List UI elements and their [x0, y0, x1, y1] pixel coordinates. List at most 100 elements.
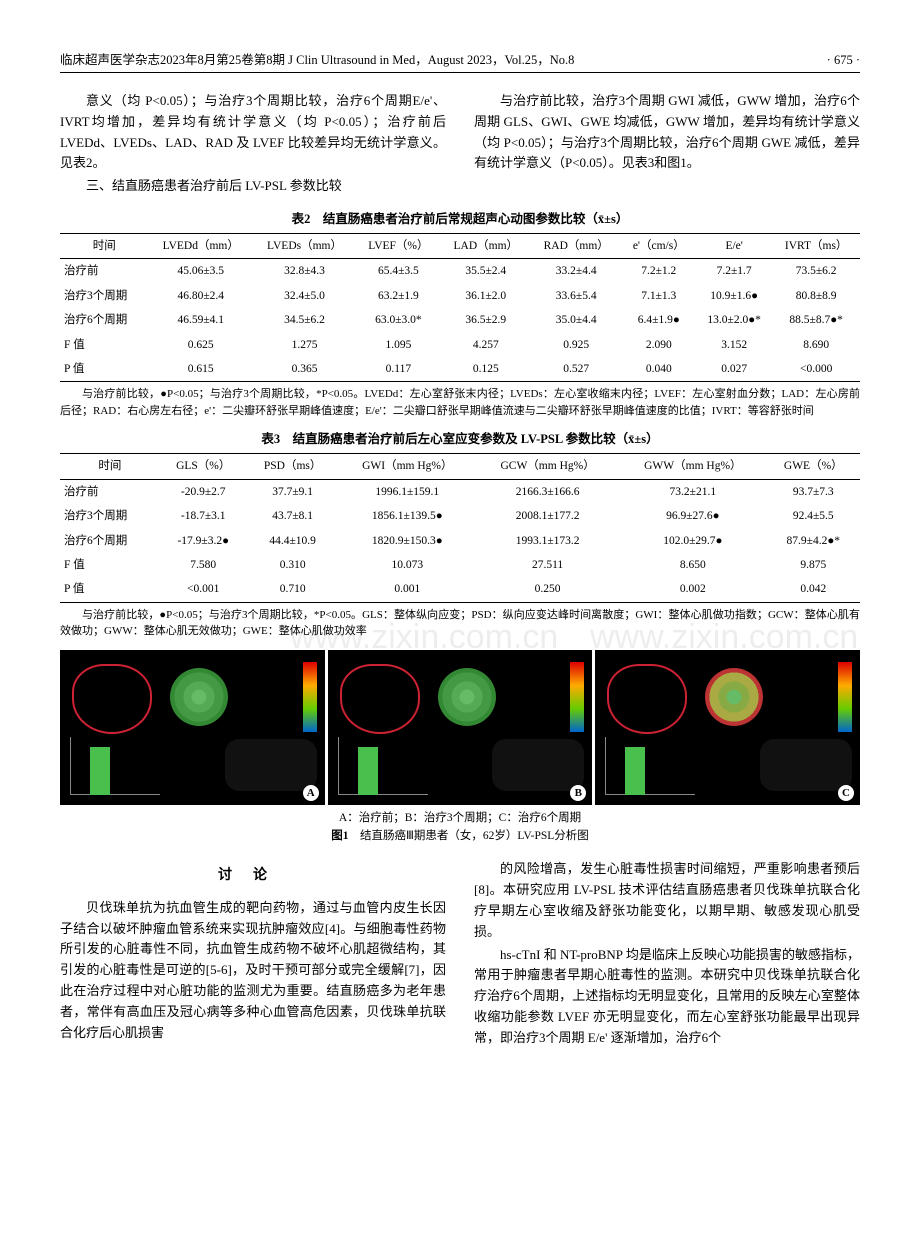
table-row: P 值<0.0010.7100.0010.2500.0020.042 [60, 577, 860, 602]
table-2: 时间LVEDd（mm）LVEDs（mm）LVEF（%）LAD（mm）RAD（mm… [60, 233, 860, 382]
table-3-title: 表3 结直肠癌患者治疗前后左心室应变参数及 LV-PSL 参数比较（x̄±s） [60, 429, 860, 449]
running-header: 临床超声医学杂志2023年8月第25卷第8期 J Clin Ultrasound… [60, 50, 860, 73]
table-cell: 102.0±29.7● [619, 529, 766, 553]
table-cell: F 值 [60, 553, 160, 577]
table-cell: 治疗6个周期 [60, 529, 160, 553]
table-row: 治疗6个周期46.59±4.134.5±6.263.0±3.0*36.5±2.9… [60, 308, 860, 332]
table-2-title: 表2 结直肠癌患者治疗前后常规超声心动图参数比较（x̄±s） [60, 209, 860, 229]
table-cell: 35.0±4.4 [531, 308, 622, 332]
table-row: 治疗3个周期-18.7±3.143.7±8.11856.1±139.5●2008… [60, 504, 860, 528]
table-cell: 33.6±5.4 [531, 284, 622, 308]
table-header-cell: 时间 [60, 454, 160, 479]
table-header-cell: LVEDs（mm） [253, 233, 356, 258]
table-cell: 37.7±9.1 [247, 479, 339, 504]
table-cell: 73.5±6.2 [772, 259, 860, 284]
table-cell: 7.2±1.7 [696, 259, 772, 284]
table-cell: 27.511 [476, 553, 619, 577]
table-row: 治疗6个周期-17.9±3.2●44.4±10.91820.9±150.3●19… [60, 529, 860, 553]
table-cell: 0.310 [247, 553, 339, 577]
table-cell: 0.040 [622, 357, 696, 382]
table-cell: P 值 [60, 577, 160, 602]
table-cell: 63.2±1.9 [356, 284, 441, 308]
table-header-cell: GLS（%） [160, 454, 247, 479]
table-cell: 35.5±2.4 [441, 259, 531, 284]
section-heading: 三、结直肠癌患者治疗前后 LV-PSL 参数比较 [60, 176, 446, 197]
table-cell: 1.275 [253, 333, 356, 357]
table-cell: 45.06±3.5 [148, 259, 253, 284]
table-cell: 0.117 [356, 357, 441, 382]
table-cell: F 值 [60, 333, 148, 357]
table-cell: 80.8±8.9 [772, 284, 860, 308]
table-header-cell: LVEF（%） [356, 233, 441, 258]
figure-1-panels: A B C [60, 650, 860, 805]
table-cell: 8.690 [772, 333, 860, 357]
table-header-cell: PSD（ms） [247, 454, 339, 479]
table-cell: 46.80±2.4 [148, 284, 253, 308]
table-cell: 0.027 [696, 357, 772, 382]
body-paragraph: 的风险增高，发生心脏毒性损害时间缩短，严重影响患者预后[8]。本研究应用 LV-… [474, 859, 860, 942]
table-cell: 治疗6个周期 [60, 308, 148, 332]
table-3: 时间GLS（%）PSD（ms）GWI（mm Hg%）GCW（mm Hg%）GWW… [60, 453, 860, 602]
figure-panel-c: C [595, 650, 860, 805]
table-header-cell: IVRT（ms） [772, 233, 860, 258]
panel-label: C [838, 785, 854, 801]
table-cell: 10.9±1.6● [696, 284, 772, 308]
table-cell: 44.4±10.9 [247, 529, 339, 553]
header-left: 临床超声医学杂志2023年8月第25卷第8期 J Clin Ultrasound… [60, 50, 574, 70]
table-row: P 值0.6150.3650.1170.1250.5270.0400.027<0… [60, 357, 860, 382]
discussion-heading: 讨论 [60, 865, 446, 887]
table-cell: 1996.1±159.1 [338, 479, 476, 504]
table-cell: -20.9±2.7 [160, 479, 247, 504]
table-cell: 1.095 [356, 333, 441, 357]
table-cell: 0.710 [247, 577, 339, 602]
table-cell: 9.875 [767, 553, 860, 577]
table-cell: 0.625 [148, 333, 253, 357]
body-paragraph: 与治疗前比较，治疗3个周期 GWI 减低，GWW 增加，治疗6个周期 GLS、G… [474, 91, 860, 174]
table-cell: 43.7±8.1 [247, 504, 339, 528]
table-cell: 0.527 [531, 357, 622, 382]
figure-panel-b: B [328, 650, 593, 805]
figure-panel-a: A [60, 650, 325, 805]
table-cell: 32.4±5.0 [253, 284, 356, 308]
table-cell: -17.9±3.2● [160, 529, 247, 553]
table-cell: 1820.9±150.3● [338, 529, 476, 553]
panel-label: A [303, 785, 319, 801]
table-cell: 7.1±1.3 [622, 284, 696, 308]
table-cell: 0.250 [476, 577, 619, 602]
table-cell: 2008.1±177.2 [476, 504, 619, 528]
table-row: F 值0.6251.2751.0954.2570.9252.0903.1528.… [60, 333, 860, 357]
table-2-note: 与治疗前比较，●P<0.05；与治疗3个周期比较，*P<0.05。LVEDd：左… [60, 386, 860, 419]
body-paragraph: 意义（均 P<0.05）；与治疗3个周期比较，治疗6个周期E/e'、IVRT均增… [60, 91, 446, 174]
table-cell: 88.5±8.7●* [772, 308, 860, 332]
table-cell: 0.125 [441, 357, 531, 382]
table-cell: 0.042 [767, 577, 860, 602]
table-cell: <0.000 [772, 357, 860, 382]
table-header-cell: LAD（mm） [441, 233, 531, 258]
table-cell: 0.925 [531, 333, 622, 357]
table-cell: <0.001 [160, 577, 247, 602]
table-cell: 73.2±21.1 [619, 479, 766, 504]
table-cell: 0.001 [338, 577, 476, 602]
table-cell: 7.580 [160, 553, 247, 577]
table-cell: 65.4±3.5 [356, 259, 441, 284]
table-cell: 36.1±2.0 [441, 284, 531, 308]
body-paragraph: hs-cTnI 和 NT-proBNP 均是临床上反映心功能损害的敏感指标，常用… [474, 945, 860, 1049]
table-cell: 46.59±4.1 [148, 308, 253, 332]
table-cell: 1856.1±139.5● [338, 504, 476, 528]
table-cell: 36.5±2.9 [441, 308, 531, 332]
table-cell: 8.650 [619, 553, 766, 577]
table-row: F 值7.5800.31010.07327.5118.6509.875 [60, 553, 860, 577]
figure-caption-line1: A：治疗前；B：治疗3个周期；C：治疗6个周期 [60, 809, 860, 827]
panel-label: B [570, 785, 586, 801]
table-cell: P 值 [60, 357, 148, 382]
table-cell: 3.152 [696, 333, 772, 357]
figure-1-caption: A：治疗前；B：治疗3个周期；C：治疗6个周期 图1 结直肠癌Ⅲ期患者（女，62… [60, 809, 860, 846]
table-cell: 治疗前 [60, 479, 160, 504]
header-page-number: · 675 · [827, 50, 860, 70]
table-row: 治疗3个周期46.80±2.432.4±5.063.2±1.936.1±2.03… [60, 284, 860, 308]
table-header-cell: GWE（%） [767, 454, 860, 479]
table-3-note: 与治疗前比较，●P<0.05；与治疗3个周期比较，*P<0.05。GLS：整体纵… [60, 607, 860, 640]
table-cell: 32.8±4.3 [253, 259, 356, 284]
table-cell: 33.2±4.4 [531, 259, 622, 284]
figure-number: 图1 [331, 830, 348, 842]
